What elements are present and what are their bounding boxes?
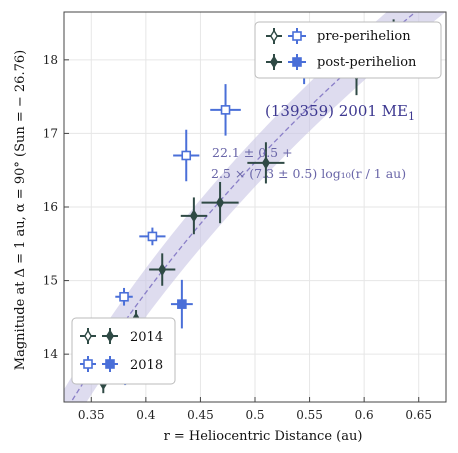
data-point-2018 — [210, 84, 241, 136]
object-name-label: (139359) 2001 ME1 — [265, 102, 415, 123]
legend-symbol-pre — [266, 28, 306, 44]
x-tick-label: 0.5 — [245, 408, 264, 422]
point-marker — [220, 105, 231, 115]
legend-square — [292, 57, 302, 67]
fit-label-line2: 2.5 × (7.3 ± 0.5) log₁₀(r / 1 au) — [211, 166, 406, 181]
y-tick-label: 18 — [43, 53, 58, 67]
legend-year: 2014 2018 — [71, 317, 176, 385]
x-axis-title: r = Heliocentric Distance (au) — [164, 429, 363, 444]
data-point-2018 — [173, 129, 200, 182]
data-point-2014 — [149, 253, 176, 286]
object-subscript: 1 — [408, 110, 415, 123]
fit-label-line1: 22.1 ± 0.5 + — [212, 145, 293, 160]
data-point-2018 — [115, 287, 133, 306]
point-marker — [158, 263, 167, 277]
point-marker — [181, 150, 192, 161]
legend-diamond — [269, 55, 279, 69]
legend-entry-2014: 2014 — [130, 330, 163, 345]
legend-entry-2018: 2018 — [130, 358, 163, 373]
data-point-2018 — [139, 227, 166, 246]
x-tick-label: 0.35 — [78, 408, 105, 422]
y-axis-title: Magnitude at Δ = 1 au, α = 90° (Sun = − … — [13, 50, 28, 370]
x-tick-label: 0.45 — [187, 408, 214, 422]
legend-phase-symbols — [266, 28, 306, 70]
y-tick-label: 17 — [43, 126, 58, 140]
legend-marker — [105, 359, 115, 369]
data-point-2014 — [180, 197, 207, 235]
data-point-2018 — [170, 279, 193, 329]
object-name: (139359) 2001 ME — [265, 102, 408, 120]
point-marker — [189, 209, 198, 223]
data-point-2014 — [247, 142, 285, 184]
legend-symbol-post — [266, 54, 306, 70]
x-tick-label: 0.65 — [405, 408, 432, 422]
x-tick-label: 0.4 — [136, 408, 155, 422]
y-tick-label: 16 — [43, 200, 58, 214]
data-point-2014 — [201, 181, 239, 224]
point-marker — [261, 156, 270, 170]
legend-year-symbols — [80, 328, 118, 372]
axis-ticks: 0.35 0.4 0.45 0.5 0.55 0.6 0.65 14 15 16 17 18 — [43, 53, 432, 422]
legend-entry-pre-perihelion: pre-perihelion — [317, 29, 411, 44]
x-tick-label: 0.55 — [296, 408, 323, 422]
legend-symbol-square — [80, 356, 118, 372]
legend-entry-post-perihelion: post-perihelion — [317, 55, 417, 70]
legend-symbol-diamond — [80, 328, 118, 344]
legend-square — [292, 31, 302, 41]
legend-marker — [105, 329, 115, 343]
legend-marker — [83, 359, 93, 369]
point-marker — [216, 196, 225, 210]
legend-phase: pre-perihelion post-perihelion — [254, 21, 442, 79]
legend-year-box — [71, 317, 176, 385]
point-marker — [119, 291, 129, 302]
x-tick-label: 0.6 — [355, 408, 374, 422]
y-tick-label: 15 — [43, 274, 58, 288]
legend-diamond — [269, 29, 279, 43]
point-marker — [147, 231, 158, 242]
point-marker — [177, 299, 187, 309]
legend-marker — [83, 329, 93, 343]
y-tick-label: 14 — [43, 347, 59, 361]
